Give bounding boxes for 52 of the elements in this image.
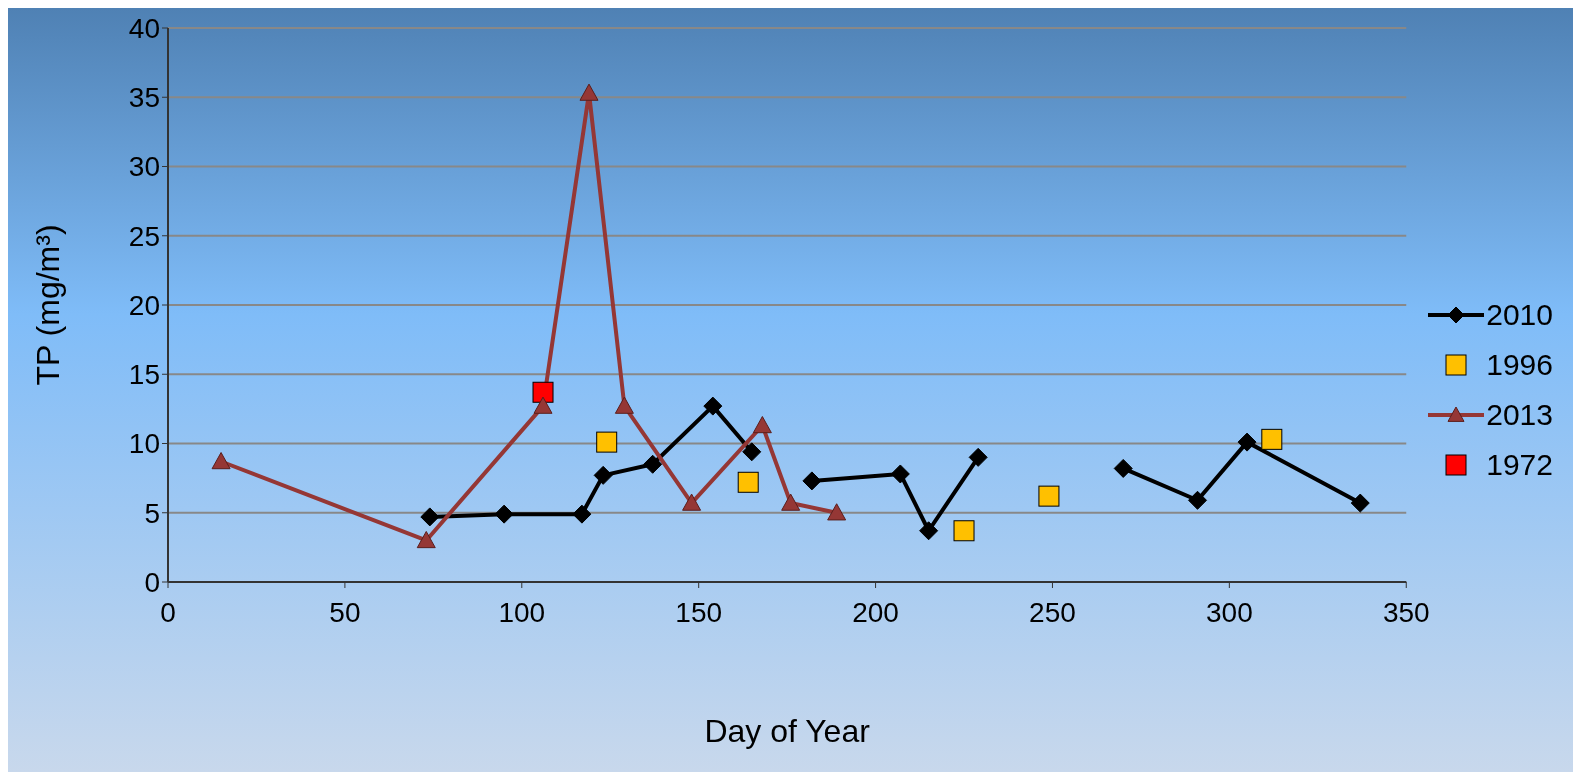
- point: [211, 452, 231, 470]
- point: [579, 83, 599, 101]
- legend-label: 2013: [1486, 398, 1553, 432]
- point: [532, 381, 554, 403]
- point: [919, 521, 939, 541]
- point: [802, 471, 822, 491]
- point: [593, 465, 613, 485]
- y-tick-label: 35: [128, 82, 160, 114]
- point: [890, 464, 910, 484]
- x-tick-label: 150: [675, 596, 723, 628]
- point: [614, 396, 634, 414]
- point: [1261, 428, 1283, 450]
- legend-label: 2010: [1486, 298, 1553, 332]
- x-axis-title: Day of Year: [704, 713, 871, 749]
- y-tick-label: 30: [128, 151, 160, 183]
- point: [742, 442, 762, 462]
- point: [737, 471, 759, 493]
- point: [643, 454, 663, 474]
- legend-label: 1996: [1486, 348, 1553, 382]
- y-tick-label: 0: [144, 566, 160, 598]
- point: [1350, 493, 1370, 513]
- point: [781, 493, 801, 511]
- x-tick-label: 50: [329, 596, 361, 628]
- legend-label: 1972: [1486, 448, 1553, 482]
- y-tick-label: 15: [128, 359, 160, 391]
- point: [420, 507, 440, 527]
- point: [1038, 485, 1060, 507]
- point: [572, 504, 592, 524]
- point: [494, 504, 514, 524]
- y-tick-label: 10: [128, 428, 160, 460]
- y-tick-label: 40: [128, 12, 160, 44]
- point: [953, 520, 975, 542]
- x-tick-label: 350: [1382, 596, 1430, 628]
- y-tick-label: 25: [128, 220, 160, 252]
- point: [596, 431, 618, 453]
- x-tick-label: 250: [1029, 596, 1076, 628]
- point: [533, 396, 553, 414]
- x-tick-label: 100: [498, 596, 546, 628]
- point: [416, 530, 436, 549]
- x-tick-label: 300: [1206, 596, 1253, 628]
- point: [752, 416, 772, 434]
- point: [1237, 432, 1257, 452]
- point: [827, 503, 847, 521]
- point: [682, 493, 702, 511]
- point: [703, 396, 723, 416]
- y-tick-label: 20: [128, 289, 160, 321]
- y-tick-label: 5: [144, 497, 160, 529]
- x-tick-label: 200: [852, 596, 899, 628]
- point: [968, 447, 988, 467]
- point: [1113, 458, 1133, 478]
- y-axis-title: TP (mg/m³): [30, 224, 67, 386]
- point: [1188, 490, 1208, 510]
